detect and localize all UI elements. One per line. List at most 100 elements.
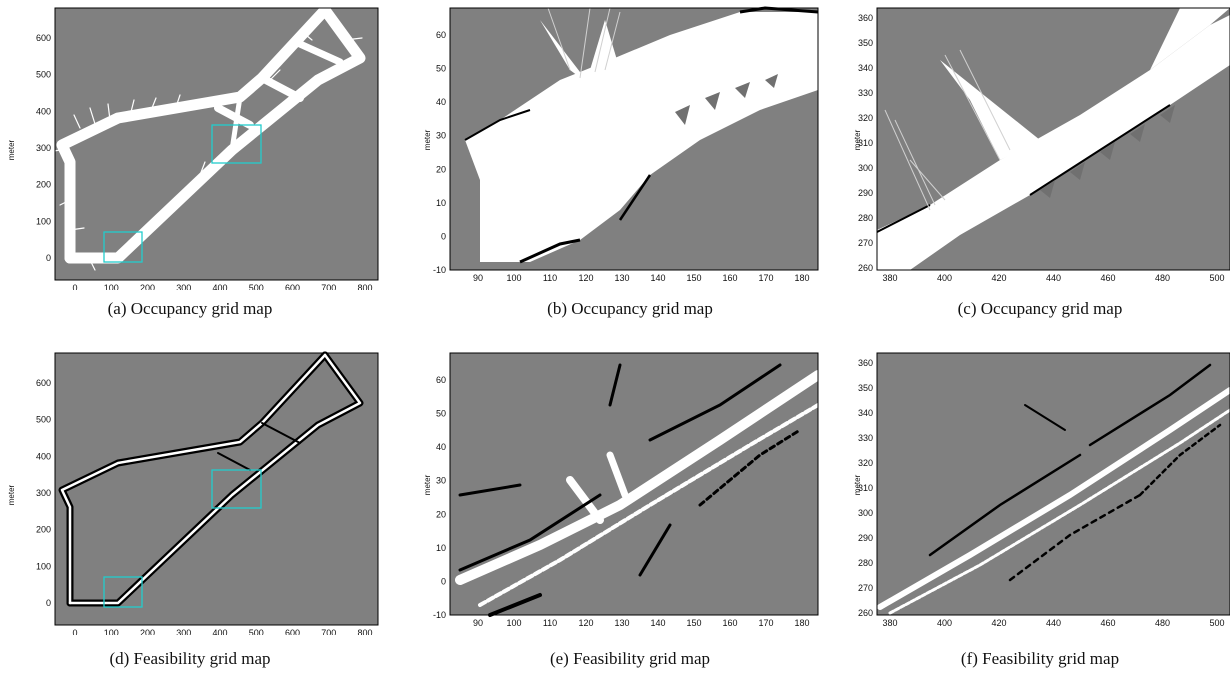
y-tick-label: 260 [858,608,873,618]
caption-c: (c) Occupancy grid map [957,299,1123,318]
y-tick-label: 340 [858,408,873,418]
y-tick-label: 340 [858,63,873,73]
y-tick-label: 200 [36,180,51,190]
y-tick-label: 300 [858,508,873,518]
y-tick-label: 310 [858,483,873,493]
y-tick-labels: -10 0 10 20 30 40 50 60 [433,30,446,275]
y-tick-label: 350 [858,38,873,48]
x-tick-labels: 380 400 420 440 460 480 500 [882,273,1224,283]
y-tick-label: 0 [46,598,51,608]
y-tick-label: 330 [858,433,873,443]
y-tick-label: 200 [36,525,51,535]
feasibility-map-full [58,351,364,607]
y-tick-label: 270 [858,238,873,248]
x-tick-label: 800 [357,628,372,635]
x-tick-label: 180 [794,273,809,283]
x-tick-label: 420 [991,618,1006,628]
y-tick-label: 60 [436,30,446,40]
caption-e: (e) Feasibility grid map [549,649,711,668]
x-tick-label: 0 [72,628,77,635]
y-tick-label: 100 [36,216,51,226]
x-tick-label: 120 [578,273,593,283]
y-tick-label: 280 [858,558,873,568]
highlight-box-c [211,124,262,164]
y-tick-label: 300 [36,488,51,498]
y-axis-label: meter [423,129,432,150]
panel-b-plot: meter 90 100 110 120 130 140 150 160 170 180 -10 0… [423,6,819,283]
x-tick-label: 150 [686,273,701,283]
y-tick-label: 290 [858,533,873,543]
highlight-box-e [103,576,143,608]
x-tick-label: 120 [578,618,593,628]
y-tick-label: 260 [858,263,873,273]
x-tick-labels: 0 100 200 300 400 500 600 700 800 [72,283,372,293]
y-tick-label: 500 [36,415,51,425]
panel-f: meter 380 400 420 440 460 480 500 260 270 280 290… [850,345,1230,679]
occupancy-map-zoom-c [876,8,1230,270]
y-tick-label: 100 [36,561,51,571]
x-tick-label: 170 [758,618,773,628]
x-tick-label: 160 [722,618,737,628]
x-tick-label: 500 [249,628,264,635]
x-tick-label: 500 [1209,273,1224,283]
occupancy-map-zoom-b [464,6,819,264]
x-tick-label: 480 [1155,273,1170,283]
y-tick-labels: 0 100 200 300 400 500 600 [36,33,51,263]
x-tick-labels: 0 100 200 300 400 500 600 700 800 [72,628,372,638]
panel-e: meter 90 100 110 120 130 140 150 160 170 180 -10 0… [420,345,823,679]
x-tick-label: 100 [104,628,119,635]
feasibility-map-zoom-f [877,363,1230,615]
y-tick-labels: 0 100 200 300 400 500 600 [36,378,51,608]
x-tick-label: 440 [1046,273,1061,283]
x-tick-label: 180 [794,618,809,628]
highlight-box-f [211,469,262,509]
y-tick-label: 330 [858,88,873,98]
x-tick-label: 130 [614,273,629,283]
y-axis-label: meter [7,139,16,160]
x-tick-label: 400 [212,283,227,290]
y-tick-label: 300 [36,143,51,153]
y-axis-label: meter [7,484,16,505]
y-tick-label: 20 [436,164,446,174]
y-tick-label: 20 [436,509,446,519]
y-axis-label: meter [423,474,432,495]
x-tick-label: 150 [686,618,701,628]
x-tick-label: 460 [1100,273,1115,283]
x-tick-label: 100 [104,283,119,290]
x-tick-label: 420 [991,273,1006,283]
y-tick-labels: 260 270 280 290 300 310 320 330 340 350 360 [858,13,873,273]
x-tick-label: 160 [722,273,737,283]
y-tick-labels: -10 0 10 20 30 40 50 60 [433,375,446,620]
y-tick-label: 350 [858,383,873,393]
panel-e-plot: meter 90 100 110 120 130 140 150 160 170 180 -10 0… [423,352,823,628]
y-tick-label: 400 [36,106,51,116]
y-tick-label: 310 [858,138,873,148]
x-tick-label: 300 [176,628,191,635]
x-tick-label: 100 [506,618,521,628]
feasibility-map-zoom-e [455,363,823,617]
x-tick-label: 100 [506,273,521,283]
panel-a: meter 0 100 200 300 400 500 600 700 800 0 100 200 3… [0,0,380,330]
x-tick-labels: 90 100 110 120 130 140 150 160 170 180 [473,618,810,628]
x-tick-label: 90 [473,273,483,283]
x-tick-label: 380 [882,618,897,628]
y-tick-label: 0 [441,576,446,586]
caption-d: (d) Feasibility grid map [109,649,271,668]
y-tick-label: 360 [858,13,873,23]
x-tick-label: 600 [285,628,300,635]
x-tick-label: 800 [357,283,372,290]
y-tick-label: 290 [858,188,873,198]
x-tick-label: 700 [321,283,336,290]
y-tick-label: 50 [436,409,446,419]
y-tick-label: 40 [436,97,446,107]
x-tick-label: 600 [285,283,300,290]
occupancy-map-full [47,4,366,271]
x-tick-label: 130 [614,618,629,628]
x-tick-label: 110 [543,618,557,628]
x-tick-label: 400 [937,273,952,283]
x-tick-label: 440 [1046,618,1061,628]
x-tick-label: 400 [937,618,952,628]
x-tick-label: 460 [1100,618,1115,628]
caption-a: (a) Occupancy grid map [107,299,273,318]
y-tick-label: 320 [858,458,873,468]
